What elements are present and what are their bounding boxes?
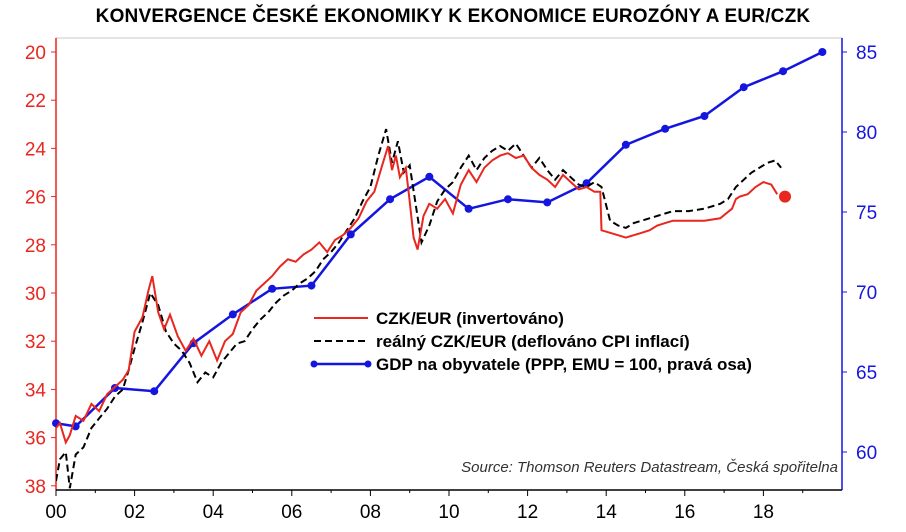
x-tick-label: 18 bbox=[753, 502, 774, 523]
gdp-point bbox=[228, 310, 237, 319]
left-tick-label: 36 bbox=[25, 429, 46, 450]
x-tick-label: 06 bbox=[281, 502, 302, 523]
chart-title: KONVERGENCE ČESKÉ EKONOMIKY K EKONOMICE … bbox=[95, 6, 811, 27]
left-tick-label: 26 bbox=[25, 188, 46, 209]
gdp-point bbox=[307, 281, 316, 290]
gdp-point bbox=[386, 195, 395, 204]
gdp-point bbox=[739, 83, 748, 92]
gdp-point bbox=[268, 284, 277, 293]
left-tick-label: 38 bbox=[25, 477, 46, 498]
left-tick-label: 34 bbox=[25, 380, 47, 401]
x-tick-label: 16 bbox=[674, 502, 695, 523]
x-tick-label: 10 bbox=[438, 502, 459, 523]
x-tick-label: 12 bbox=[517, 502, 538, 523]
gdp-point bbox=[464, 204, 473, 213]
legend-label: reálný CZK/EUR (deflováno CPI inflací) bbox=[376, 332, 690, 351]
left-tick-label: 30 bbox=[25, 284, 46, 305]
gdp-point bbox=[346, 230, 355, 239]
right-tick-label: 75 bbox=[856, 203, 877, 224]
gdp-point bbox=[621, 140, 630, 149]
gdp-point bbox=[503, 195, 512, 204]
left-tick-label: 20 bbox=[25, 43, 46, 64]
gdp-point bbox=[425, 172, 434, 181]
right-tick-label: 70 bbox=[856, 283, 877, 304]
last-value-point bbox=[779, 190, 792, 203]
gdp-point bbox=[818, 48, 827, 56]
left-tick-label: 32 bbox=[25, 332, 46, 353]
x-tick-label: 14 bbox=[596, 502, 618, 523]
x-tick-label: 04 bbox=[203, 502, 225, 523]
gdp-point bbox=[700, 112, 709, 120]
legend-label: CZK/EUR (invertováno) bbox=[376, 309, 564, 328]
legend-marker bbox=[310, 360, 318, 368]
series-line-czk-eur bbox=[56, 145, 779, 445]
left-tick-label: 24 bbox=[25, 139, 47, 160]
right-tick-label: 60 bbox=[856, 443, 877, 464]
left-tick-label: 22 bbox=[25, 91, 46, 112]
source-note: Source: Thomson Reuters Datastream, Česk… bbox=[461, 459, 838, 476]
legend-background bbox=[310, 302, 830, 382]
left-tick-label: 28 bbox=[25, 236, 46, 257]
right-tick-label: 85 bbox=[856, 43, 877, 64]
legend-label: GDP na obyvatele (PPP, EMU = 100, pravá … bbox=[376, 355, 752, 374]
right-tick-label: 65 bbox=[856, 363, 877, 384]
plot-frame bbox=[55, 37, 843, 491]
x-tick-label: 00 bbox=[45, 502, 66, 523]
x-tick-label: 08 bbox=[360, 502, 381, 523]
right-tick-label: 80 bbox=[856, 123, 877, 144]
x-tick-label: 02 bbox=[124, 502, 145, 523]
gdp-point bbox=[779, 67, 788, 76]
gdp-point bbox=[543, 198, 552, 207]
gdp-point bbox=[150, 387, 159, 396]
gdp-point bbox=[661, 124, 670, 133]
legend-marker bbox=[364, 360, 372, 368]
